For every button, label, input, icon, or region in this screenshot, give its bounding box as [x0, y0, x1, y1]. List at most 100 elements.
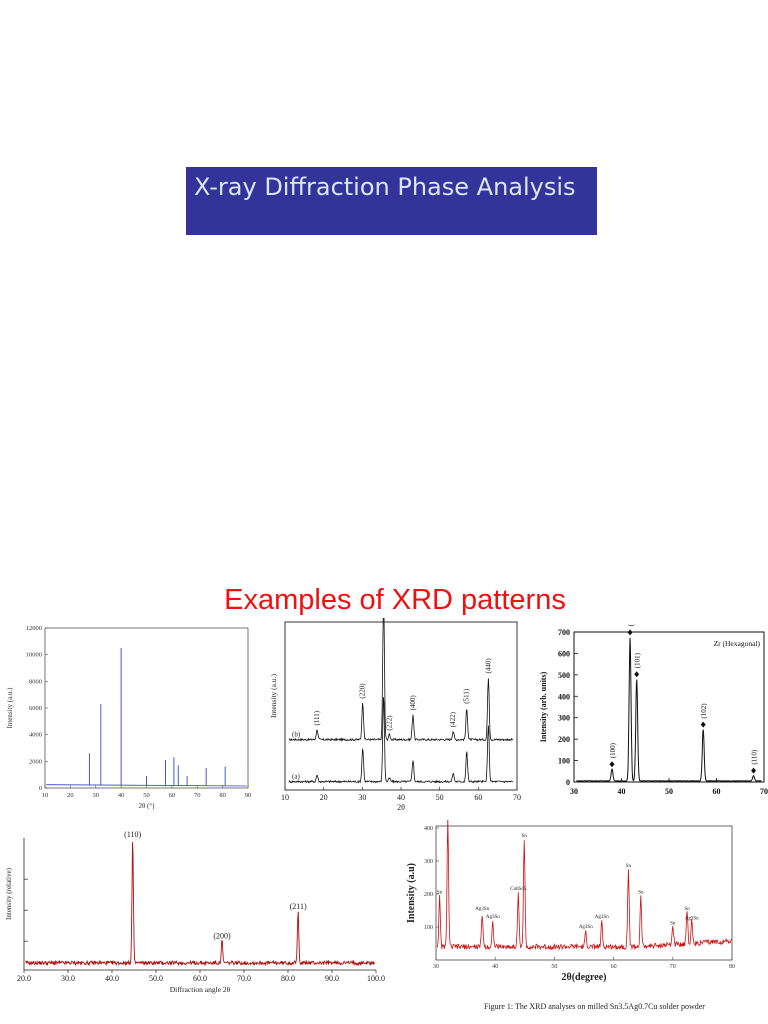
x-tick-label: 30.0: [61, 974, 75, 983]
y-tick-label: 200: [558, 735, 570, 744]
series-line: [576, 637, 762, 782]
y-axis-label: Intensity (arb. units): [539, 671, 548, 742]
peak-label: Sn: [670, 922, 676, 927]
y-tick-label: 100: [424, 925, 433, 931]
peak-label: (422): [449, 711, 457, 727]
y-axis-label: Intensity (relative): [5, 867, 13, 920]
peak-label: Sn: [437, 890, 443, 895]
y-tick-label: 200: [424, 892, 433, 898]
y-tick-label: 4000: [29, 732, 42, 739]
peak-label: Sn: [638, 890, 644, 895]
peak-label: (220): [359, 683, 367, 699]
slide-title: X-ray Diffraction Phase Analysis: [186, 167, 597, 235]
y-tick-label: 2000: [29, 758, 42, 765]
x-tick-label: 40: [397, 793, 405, 802]
series-label: (a): [292, 773, 300, 781]
y-tick-label: 8000: [29, 678, 42, 685]
y-tick-label: 0: [566, 778, 570, 787]
x-tick-label: 50: [551, 964, 557, 970]
x-tick-label: 30: [433, 964, 439, 970]
plot-frame: [573, 631, 765, 783]
x-tick-label: 90: [245, 792, 252, 799]
peak-label: (400): [409, 695, 417, 711]
peak-label: (511): [463, 688, 471, 704]
y-tick-label: 600: [558, 649, 570, 658]
peak-label: (110): [751, 749, 759, 765]
peak-label: (440): [484, 658, 492, 674]
peak-label: Sn: [684, 907, 690, 912]
peak-label: (101): [634, 652, 642, 668]
x-tick-label: 100.0: [367, 974, 385, 983]
series-line: [288, 618, 514, 742]
x-tick-label: 50.0: [149, 974, 163, 983]
peak-marker: [627, 629, 633, 636]
x-tick-label: 10: [281, 793, 289, 802]
x-axis-label: Diffraction angle 2θ: [170, 985, 231, 994]
x-tick-label: 70: [760, 787, 768, 796]
chart-5-caption: Figure 1: The XRD analyses on milled Sn3…: [484, 1002, 705, 1011]
y-tick-label: 10000: [26, 652, 42, 659]
series-baseline: [46, 784, 247, 787]
peak-label: Sn: [626, 864, 632, 869]
x-tick-label: 80: [219, 792, 226, 799]
y-tick-label: 700: [558, 628, 570, 637]
x-tick-label: 30: [358, 793, 366, 802]
peak-label: Ag3Sn: [595, 915, 609, 920]
x-tick-label: 70.0: [237, 974, 251, 983]
x-tick-label: 50: [143, 792, 150, 799]
peak-label: (211): [290, 902, 307, 911]
y-axis-label: Intensity (a.u.): [269, 674, 278, 718]
peak-label: (200): [213, 932, 231, 941]
y-tick-label: 6000: [29, 705, 42, 712]
x-tick-label: 80: [729, 964, 735, 970]
x-tick-label: 70: [194, 792, 201, 799]
plot-frame: [435, 825, 733, 961]
y-axis-label: Intensity (a.u): [406, 863, 417, 923]
x-axis-label: 2θ (°): [138, 802, 155, 810]
x-tick-label: 40: [492, 964, 498, 970]
x-tick-label: 10: [42, 792, 49, 799]
peak-label: (111): [313, 710, 321, 725]
x-tick-label: 60: [169, 792, 176, 799]
y-tick-label: 12000: [26, 625, 42, 632]
peak-marker: [609, 761, 615, 768]
plot-frame: [284, 621, 518, 791]
peak-label: Sn: [522, 834, 528, 839]
y-tick-label: 400: [558, 692, 570, 701]
x-axis-label: 2θ(degree): [561, 972, 606, 983]
y-axis-label: Intensity (a.u.): [6, 687, 14, 729]
series-line: [288, 697, 514, 784]
x-tick-label: 30: [93, 792, 100, 799]
x-tick-label: 40: [118, 792, 125, 799]
peak-label: (100): [609, 742, 617, 758]
x-tick-label: 80.0: [281, 974, 295, 983]
x-tick-label: 60.0: [193, 974, 207, 983]
y-tick-label: 100: [558, 757, 570, 766]
y-tick-label: 300: [424, 859, 433, 865]
x-axis-label: 2θ: [397, 803, 405, 812]
xrd-chart-4: 20.0 30.0 40.0 50.0 60.0 70.0 80.0 90.0 100.0 Dif…: [5, 830, 385, 994]
y-tick-label: 400: [424, 826, 433, 832]
peak-label: (110): [124, 830, 141, 839]
y-tick-label: 0: [39, 785, 42, 792]
peak-marker: [751, 767, 757, 774]
x-tick-label: 70: [513, 793, 521, 802]
xrd-chart-3: 30 40 50 60 700100200300400500600700Intensit…: [539, 624, 768, 796]
peak-label: Ag3Sn: [486, 915, 500, 920]
x-tick-label: 70: [670, 964, 676, 970]
x-tick-label: 20.0: [17, 974, 31, 983]
xrd-chart-5: 30 40 50 60 70 80 100 200 300 400 2θ(degree) Intens…: [406, 820, 735, 983]
series-line: [436, 820, 732, 951]
peak-label: (102): [700, 703, 708, 719]
x-tick-label: 20: [67, 792, 74, 799]
x-tick-label: 60: [713, 787, 721, 796]
x-tick-label: 40: [618, 787, 626, 796]
y-tick-label: 300: [558, 714, 570, 723]
x-tick-label: 30: [570, 787, 578, 796]
peak-label: Ag3Sn: [475, 907, 489, 912]
x-tick-label: 20: [320, 793, 328, 802]
peak-label: (222): [385, 715, 393, 731]
peak-label: Ag3Sn: [579, 925, 593, 930]
series-line: [25, 842, 375, 967]
x-tick-label: 60: [611, 964, 617, 970]
